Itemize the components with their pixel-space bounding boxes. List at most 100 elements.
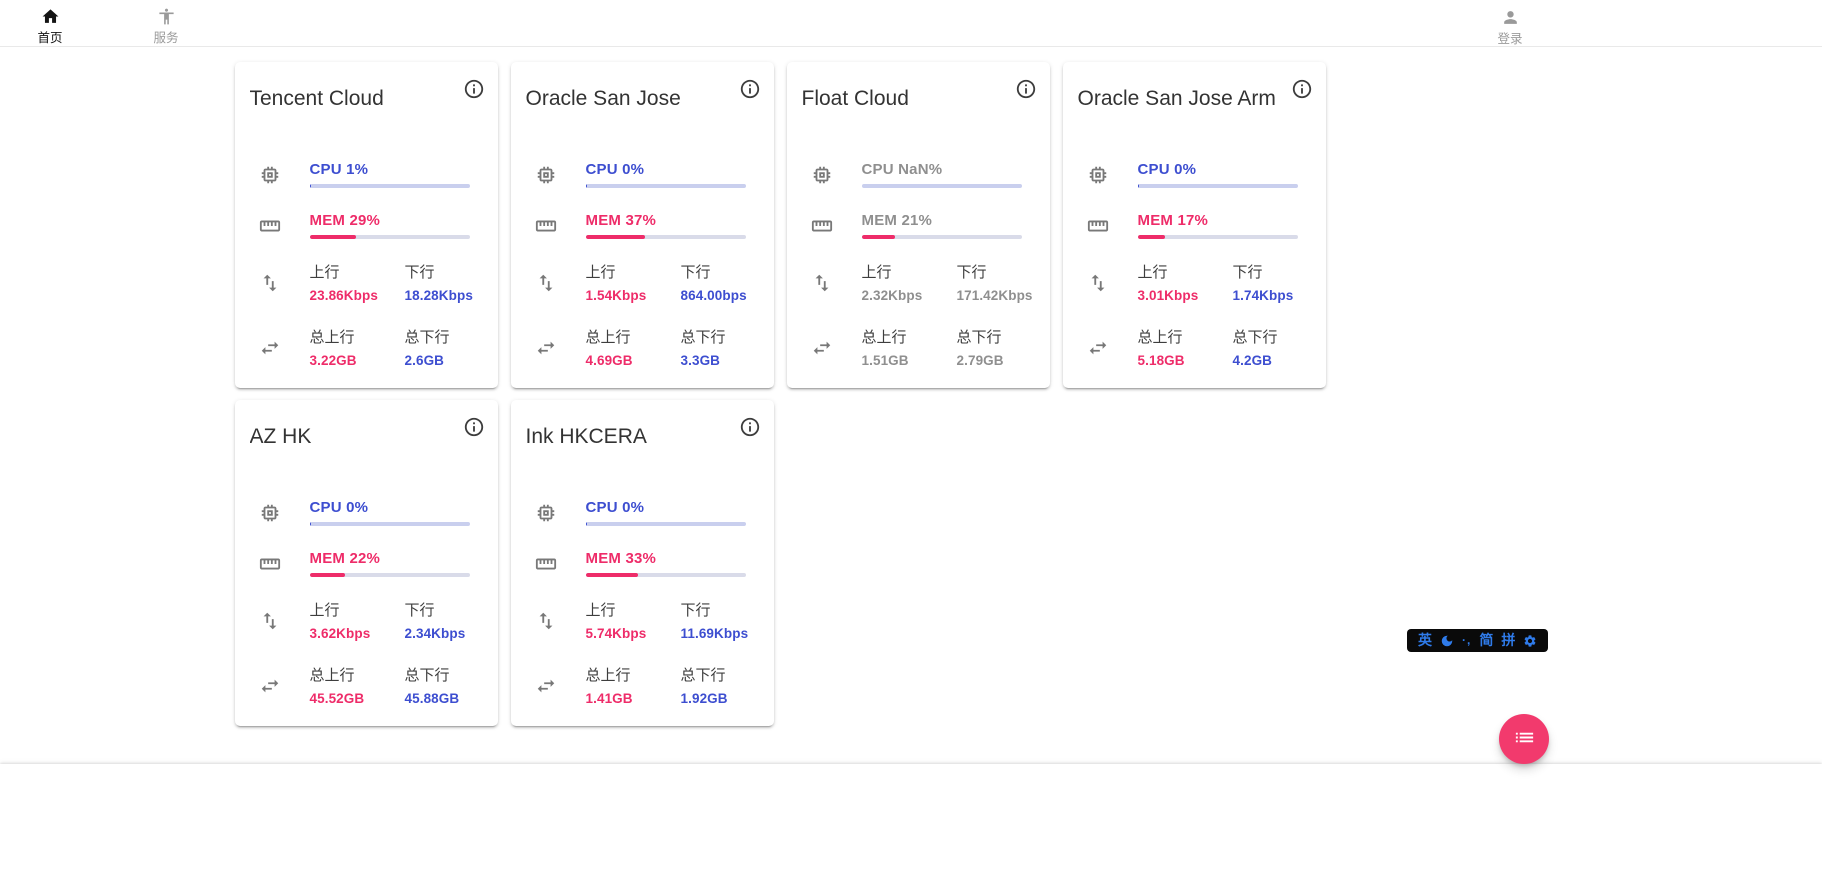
upload-label: 上行 (309, 264, 340, 281)
mem-progress-fill (585, 573, 639, 577)
ime-simplified-toggle[interactable]: 简 (1479, 632, 1494, 648)
mem-label: MEM 22% (309, 550, 381, 567)
download-speed-value: 171.42Kbps (956, 288, 1033, 303)
mem-label: MEM 37% (585, 212, 657, 229)
mem-progress-bar (585, 573, 746, 577)
total-upload-value: 1.51GB (861, 353, 909, 368)
mem-row: MEM 29% (235, 213, 498, 242)
up-down-arrows-icon (535, 264, 557, 303)
download-label: 下行 (404, 264, 435, 281)
nav-item-home[interactable]: 首页 (18, 1, 82, 45)
total-download-value: 2.6GB (404, 353, 445, 368)
upload-label: 上行 (585, 264, 616, 281)
top-navigation-bar: 首页 服务 登录 (0, 0, 1822, 47)
info-icon (739, 79, 761, 103)
total-upload-label: 总上行 (309, 329, 355, 346)
mem-row: MEM 37% (511, 213, 774, 242)
gear-icon (1523, 634, 1537, 648)
upload-speed-value: 2.32Kbps (861, 288, 923, 303)
up-down-arrows-icon (1087, 264, 1109, 303)
memory-ruler-icon (1087, 213, 1109, 242)
total-upload-value: 1.41GB (585, 691, 633, 706)
info-button[interactable] (463, 416, 485, 438)
cpu-progress-bar (585, 184, 746, 188)
network-speed-row: 上行 3.01Kbps 下行 1.74Kbps (1063, 264, 1326, 303)
cpu-chip-icon (535, 162, 557, 191)
info-button[interactable] (1015, 78, 1037, 100)
nav-item-login[interactable]: 登录 (1478, 0, 1542, 47)
swap-horizontal-icon (1087, 329, 1109, 368)
server-stats: CPU 0% MEM 17% (1063, 162, 1326, 368)
footer-strip (0, 764, 1822, 892)
download-label: 下行 (404, 602, 435, 619)
cpu-progress-bar (309, 522, 470, 526)
cpu-label: CPU 0% (585, 161, 645, 178)
swap-horizontal-icon (259, 329, 281, 368)
network-total-row: 总上行 1.51GB 总下行 2.79GB (787, 329, 1050, 368)
ime-halfwidth-toggle[interactable] (1440, 634, 1454, 648)
total-upload-value: 5.18GB (1137, 353, 1185, 368)
server-stats: CPU 1% MEM 29% (235, 162, 498, 368)
info-button[interactable] (739, 78, 761, 100)
cpu-progress-fill (1137, 184, 1140, 188)
server-list-fab[interactable] (1499, 714, 1549, 764)
download-speed-value: 1.74Kbps (1232, 288, 1294, 303)
network-total-row: 总上行 4.69GB 总下行 3.3GB (511, 329, 774, 368)
ime-pinyin-mode[interactable]: 拼 (1501, 632, 1516, 648)
total-upload-value: 3.22GB (309, 353, 357, 368)
server-card: Tencent Cloud CPU 1% (234, 62, 498, 388)
server-name: Oracle San Jose (525, 87, 681, 110)
memory-ruler-icon (259, 213, 281, 242)
info-button[interactable] (739, 416, 761, 438)
cpu-row: CPU 1% (235, 162, 498, 191)
server-stats: CPU NaN% MEM 21% (787, 162, 1050, 368)
server-name: AZ HK (249, 425, 312, 448)
info-button[interactable] (1291, 78, 1313, 100)
ime-english-mode[interactable]: 英 (1418, 632, 1432, 648)
mem-row: MEM 17% (1063, 213, 1326, 242)
up-down-arrows-icon (535, 602, 557, 641)
cpu-progress-fill (585, 522, 588, 526)
download-speed-value: 864.00bps (680, 288, 747, 303)
cpu-chip-icon (535, 500, 557, 529)
cpu-label: CPU 0% (1137, 161, 1197, 178)
upload-speed-value: 23.86Kbps (309, 288, 378, 303)
up-down-arrows-icon (811, 264, 833, 303)
download-speed-value: 18.28Kbps (404, 288, 473, 303)
upload-speed-value: 3.01Kbps (1137, 288, 1199, 303)
cpu-progress-bar (861, 184, 1022, 188)
server-name: Oracle San Jose Arm (1077, 87, 1276, 110)
mem-row: MEM 22% (235, 551, 498, 580)
download-speed-value: 2.34Kbps (404, 626, 466, 641)
total-download-label: 总下行 (1232, 329, 1278, 346)
cpu-row: CPU 0% (511, 500, 774, 529)
info-button[interactable] (463, 78, 485, 100)
ime-punctuation-toggle[interactable]: ·, (1462, 633, 1472, 647)
mem-label: MEM 29% (309, 212, 381, 229)
cpu-progress-fill (309, 184, 312, 188)
person-icon (1501, 8, 1520, 32)
server-grid: Tencent Cloud CPU 1% (228, 56, 1338, 732)
mem-row: MEM 21% (787, 213, 1050, 242)
mem-label: MEM 33% (585, 550, 657, 567)
network-speed-row: 上行 3.62Kbps 下行 2.34Kbps (235, 602, 498, 641)
ime-settings[interactable] (1523, 634, 1537, 648)
network-speed-row: 上行 23.86Kbps 下行 18.28Kbps (235, 264, 498, 303)
mem-label: MEM 17% (1137, 212, 1209, 229)
total-download-label: 总下行 (404, 329, 450, 346)
server-name: Ink HKCERA (525, 425, 647, 448)
cpu-progress-bar (1137, 184, 1298, 188)
mem-progress-bar (861, 235, 1022, 239)
server-name: Float Cloud (801, 87, 909, 110)
server-card: Oracle San Jose Arm CPU 0% (1062, 62, 1326, 388)
network-total-row: 总上行 1.41GB 总下行 1.92GB (511, 667, 774, 706)
download-label: 下行 (956, 264, 987, 281)
server-card: AZ HK CPU 0% (234, 400, 498, 726)
mem-row: MEM 33% (511, 551, 774, 580)
cpu-progress-bar (309, 184, 470, 188)
cpu-chip-icon (811, 162, 833, 191)
info-icon (1015, 79, 1037, 103)
total-download-value: 2.79GB (956, 353, 1004, 368)
server-stats: CPU 0% MEM 33% (511, 500, 774, 706)
nav-item-services[interactable]: 服务 (134, 1, 198, 45)
